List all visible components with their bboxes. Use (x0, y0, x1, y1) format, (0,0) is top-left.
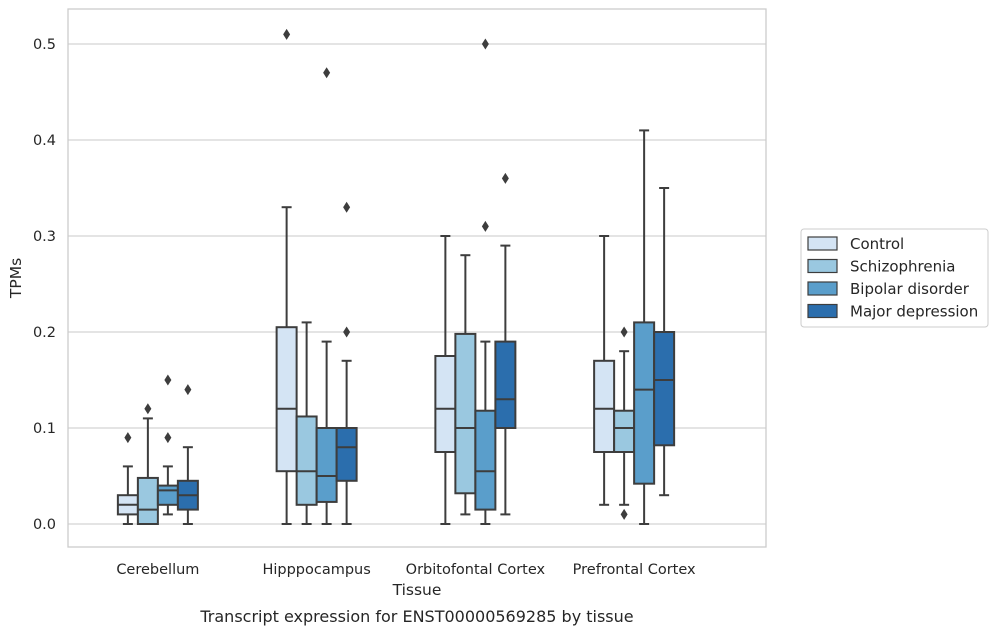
box-layer (116, 28, 676, 526)
box-body (156, 484, 179, 506)
chart-caption: Transcript expression for ENST0000056928… (199, 607, 633, 626)
box-body (494, 340, 517, 430)
box-body (315, 427, 338, 503)
plot-frame (67, 8, 767, 548)
legend-swatch (807, 303, 838, 319)
outlier-point (283, 28, 291, 40)
box-schizophrenia (136, 403, 159, 526)
box-body (593, 359, 616, 453)
box-schizophrenia (613, 326, 636, 520)
outlier-point (144, 403, 152, 415)
outlier-point (184, 384, 192, 396)
outlier-point (501, 172, 509, 184)
outlier-point (620, 326, 628, 338)
legend-label: Bipolar disorder (850, 280, 970, 298)
x-tick-label: Orbitofontal Cortex (406, 562, 546, 578)
y-tick-label: 0.4 (33, 133, 56, 149)
legend-swatch (807, 236, 838, 251)
outlier-point (124, 432, 132, 444)
legend-label: Control (850, 235, 904, 253)
box-body (653, 331, 676, 447)
y-tick-label: 0.1 (33, 421, 56, 437)
legend-frame (800, 228, 989, 328)
outlier-point (481, 38, 489, 50)
x-tick-labels: Cerebellum Hipppocampus Orbitofontal Corte… (116, 562, 696, 578)
box-body (454, 332, 477, 495)
outlier-point (343, 201, 351, 213)
box-major-depression (494, 172, 517, 516)
box-major-depression (653, 187, 676, 497)
legend-label: Schizophrenia (850, 258, 955, 276)
box-major-depression (335, 201, 358, 525)
x-axis-title: Tissue (392, 581, 442, 599)
legend-swatch (807, 281, 838, 296)
y-tick-labels: 0.0 0.1 0.2 0.3 0.4 0.5 (33, 37, 56, 533)
legend-label: Major depression (850, 303, 978, 321)
outlier-point (481, 220, 489, 232)
outlier-point (164, 374, 172, 386)
y-tick-label: 0.0 (33, 517, 56, 533)
box-control (275, 28, 298, 525)
box-bipolar-disorder (633, 129, 656, 525)
box-body (434, 355, 457, 453)
grid-lines (68, 43, 766, 525)
box-major-depression (176, 384, 199, 525)
legend-swatch (807, 258, 838, 274)
box-schizophrenia (454, 254, 477, 516)
box-body (335, 427, 358, 482)
outlier-point (164, 432, 172, 444)
box-body (613, 409, 636, 453)
box-bipolar-disorder (474, 38, 497, 525)
outlier-point (620, 508, 628, 520)
x-tick-label: Hipppocampus (262, 562, 370, 578)
box-control (593, 235, 616, 506)
box-body (633, 321, 656, 485)
x-tick-label: Cerebellum (116, 562, 199, 578)
y-tick-label: 0.2 (33, 325, 56, 341)
box-body (136, 476, 159, 526)
y-tick-label: 0.3 (33, 229, 56, 245)
outlier-point (323, 67, 331, 79)
box-bipolar-disorder (156, 374, 179, 516)
y-axis-title: TPMs (7, 258, 25, 299)
box-body (295, 415, 318, 506)
outlier-point (343, 326, 351, 338)
box-schizophrenia (295, 321, 318, 525)
x-tick-label: Prefrontal Cortex (573, 562, 696, 578)
box-body (275, 326, 298, 473)
box-control (116, 432, 139, 525)
y-tick-label: 0.5 (33, 37, 56, 53)
box-body (474, 409, 497, 511)
box-control (434, 235, 457, 525)
box-bipolar-disorder (315, 67, 338, 525)
legend: Control Schizophrenia Bipolar disorder Majo… (800, 228, 989, 328)
